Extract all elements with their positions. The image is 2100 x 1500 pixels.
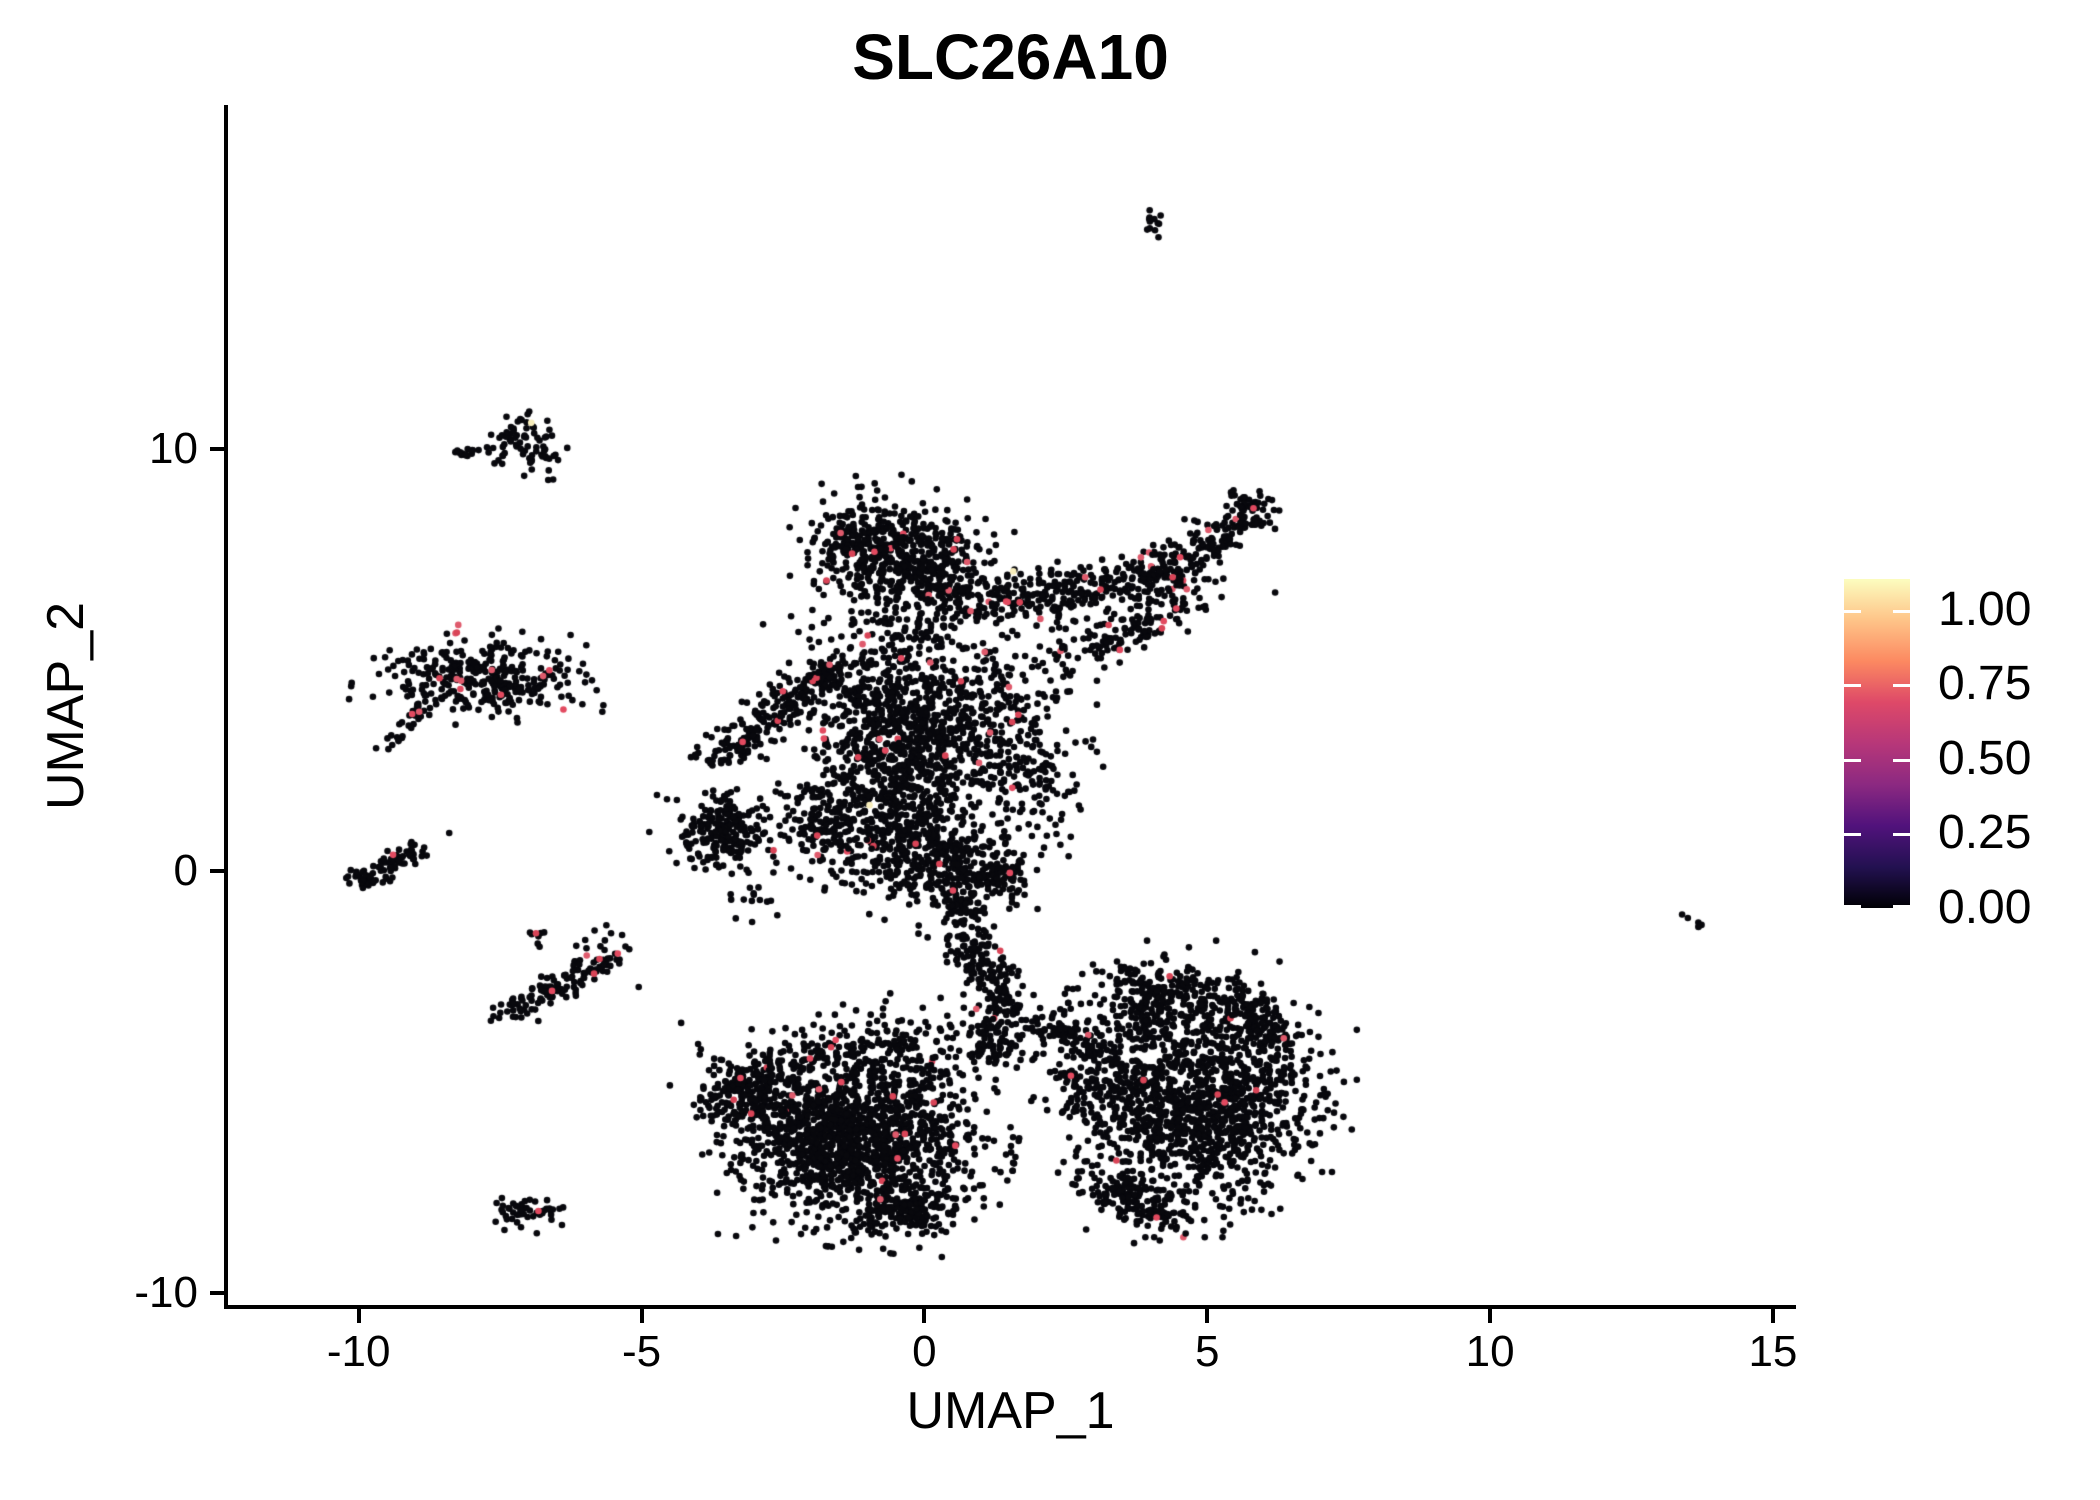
legend-colorbar-tick (1893, 758, 1910, 762)
legend-colorbar-tick (1844, 833, 1861, 837)
y-tick-label: -10 (134, 1268, 198, 1317)
legend-colorbar-tick (1844, 684, 1861, 688)
y-tick-mark (210, 447, 224, 451)
x-axis-line (224, 1305, 1796, 1309)
x-tick-mark (1205, 1309, 1210, 1323)
x-tick-label: -5 (621, 1327, 662, 1376)
x-tick-mark (1488, 1309, 1493, 1323)
legend-colorbar-tick (1844, 609, 1861, 613)
legend-tick-label: 0.75 (1938, 657, 2032, 711)
legend-colorbar-tick (1844, 905, 1861, 908)
y-axis-title: UMAP_2 (37, 601, 95, 811)
y-tick-label: 0 (173, 846, 198, 895)
legend-tick-label: 0.25 (1938, 806, 2032, 860)
x-tick-mark (639, 1309, 644, 1323)
legend-colorbar-tick (1893, 609, 1910, 613)
y-tick-label: 10 (149, 424, 198, 473)
legend-colorbar-tick (1893, 905, 1910, 908)
legend-colorbar-tick (1844, 758, 1861, 762)
x-tick-mark (1770, 1309, 1775, 1323)
legend-tick-label: 0.00 (1938, 881, 2032, 934)
legend-tick-label: 1.00 (1938, 582, 2032, 636)
y-axis-line (224, 105, 228, 1309)
legend-colorbar-tick (1893, 833, 1910, 837)
y-tick-mark (210, 869, 224, 873)
plot-title: SLC26A10 (852, 21, 1169, 93)
x-tick-label: 15 (1748, 1327, 1798, 1376)
y-tick-mark (210, 1291, 224, 1295)
x-tick-mark (356, 1309, 361, 1323)
x-tick-label: 5 (1195, 1327, 1220, 1376)
legend-colorbar-tick (1893, 684, 1910, 688)
legend-colorbar (1844, 579, 1910, 908)
x-tick-label: 10 (1465, 1327, 1515, 1376)
x-tick-label: 0 (912, 1327, 937, 1376)
x-tick-mark (922, 1309, 927, 1323)
x-axis-title: UMAP_1 (906, 1382, 1115, 1440)
x-tick-label: -10 (326, 1327, 391, 1376)
legend-tick-label: 0.50 (1938, 731, 2032, 785)
